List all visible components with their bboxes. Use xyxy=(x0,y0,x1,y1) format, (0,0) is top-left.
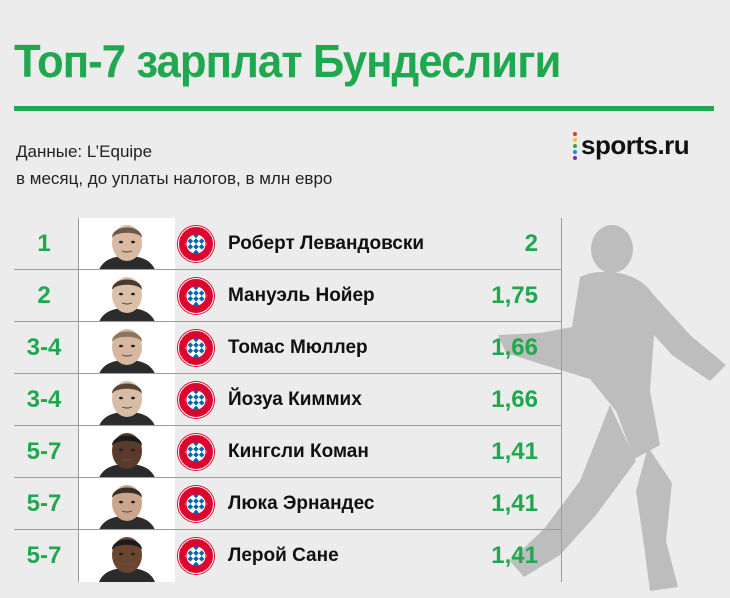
bayern-crest-icon xyxy=(176,328,216,368)
player-photo xyxy=(79,218,175,270)
table-row: 5-7 Кингсли Коман 1,41 xyxy=(14,426,562,478)
row-separator xyxy=(14,529,562,530)
table-divider xyxy=(78,218,79,582)
bayern-crest-icon xyxy=(176,432,216,472)
table-row: 3-4 Томас Мюллер 1,66 xyxy=(14,322,562,374)
salary-value: 2 xyxy=(524,230,538,257)
player-photo xyxy=(79,322,175,374)
bayern-crest-icon xyxy=(176,380,216,420)
subtitle: Данные: L’Equipe в месяц, до уплаты нало… xyxy=(16,138,332,192)
player-photo xyxy=(79,374,175,426)
page-title: Топ-7 зарплат Бундеслиги xyxy=(14,35,561,87)
player-photo xyxy=(79,478,175,530)
player-photo xyxy=(79,426,175,478)
salary-table: 1 Роберт Левандовски 2 2 Мануэль Нойер 1,75 3-… xyxy=(14,218,562,582)
row-separator xyxy=(14,321,562,322)
sports-ru-logo: sports.ru xyxy=(573,130,690,161)
salary-value: 1,75 xyxy=(491,282,538,309)
player-name: Лерой Сане xyxy=(228,545,339,566)
player-name: Кингсли Коман xyxy=(228,441,369,462)
bayern-crest-icon xyxy=(176,276,216,316)
player-photo xyxy=(79,270,175,322)
logo-dots-icon xyxy=(573,131,577,160)
row-separator xyxy=(14,269,562,270)
rank-label: 1 xyxy=(37,230,51,257)
units-note: в месяц, до уплаты налогов, в млн евро xyxy=(16,169,333,188)
row-separator xyxy=(14,425,562,426)
row-separator xyxy=(14,477,562,478)
player-name: Роберт Левандовски xyxy=(228,233,425,254)
table-row: 2 Мануэль Нойер 1,75 xyxy=(14,270,562,322)
salary-value: 1,41 xyxy=(491,438,538,465)
bayern-crest-icon xyxy=(176,536,216,576)
player-name: Йозуа Киммих xyxy=(228,389,362,410)
logo-text: sports.ru xyxy=(581,130,690,160)
salary-value: 1,41 xyxy=(491,542,538,569)
title-underline xyxy=(14,106,714,111)
row-separator xyxy=(14,373,562,374)
salary-value: 1,66 xyxy=(491,386,538,413)
table-row: 5-7 Люка Эрнандес 1,41 xyxy=(14,478,562,530)
salary-value: 1,66 xyxy=(491,334,538,361)
rank-label: 3-4 xyxy=(26,334,62,361)
rank-label: 2 xyxy=(37,282,51,309)
table-row: 3-4 Йозуа Киммих 1,66 xyxy=(14,374,562,426)
table-row: 5-7 Лерой Сане 1,41 xyxy=(14,530,562,582)
rank-label: 3-4 xyxy=(26,386,62,413)
table-divider xyxy=(561,218,562,582)
player-name: Мануэль Нойер xyxy=(228,285,375,306)
data-source: Данные: L’Equipe xyxy=(16,142,153,161)
player-photo xyxy=(79,530,175,582)
bayern-crest-icon xyxy=(176,224,216,264)
player-silhouette-image xyxy=(498,225,726,591)
player-name: Томас Мюллер xyxy=(228,337,368,358)
rank-label: 5-7 xyxy=(26,542,62,569)
player-name: Люка Эрнандес xyxy=(228,493,375,514)
bayern-crest-icon xyxy=(176,484,216,524)
table-row: 1 Роберт Левандовски 2 xyxy=(14,218,562,270)
rank-label: 5-7 xyxy=(26,438,62,465)
rank-label: 5-7 xyxy=(26,490,62,517)
salary-value: 1,41 xyxy=(491,490,538,517)
